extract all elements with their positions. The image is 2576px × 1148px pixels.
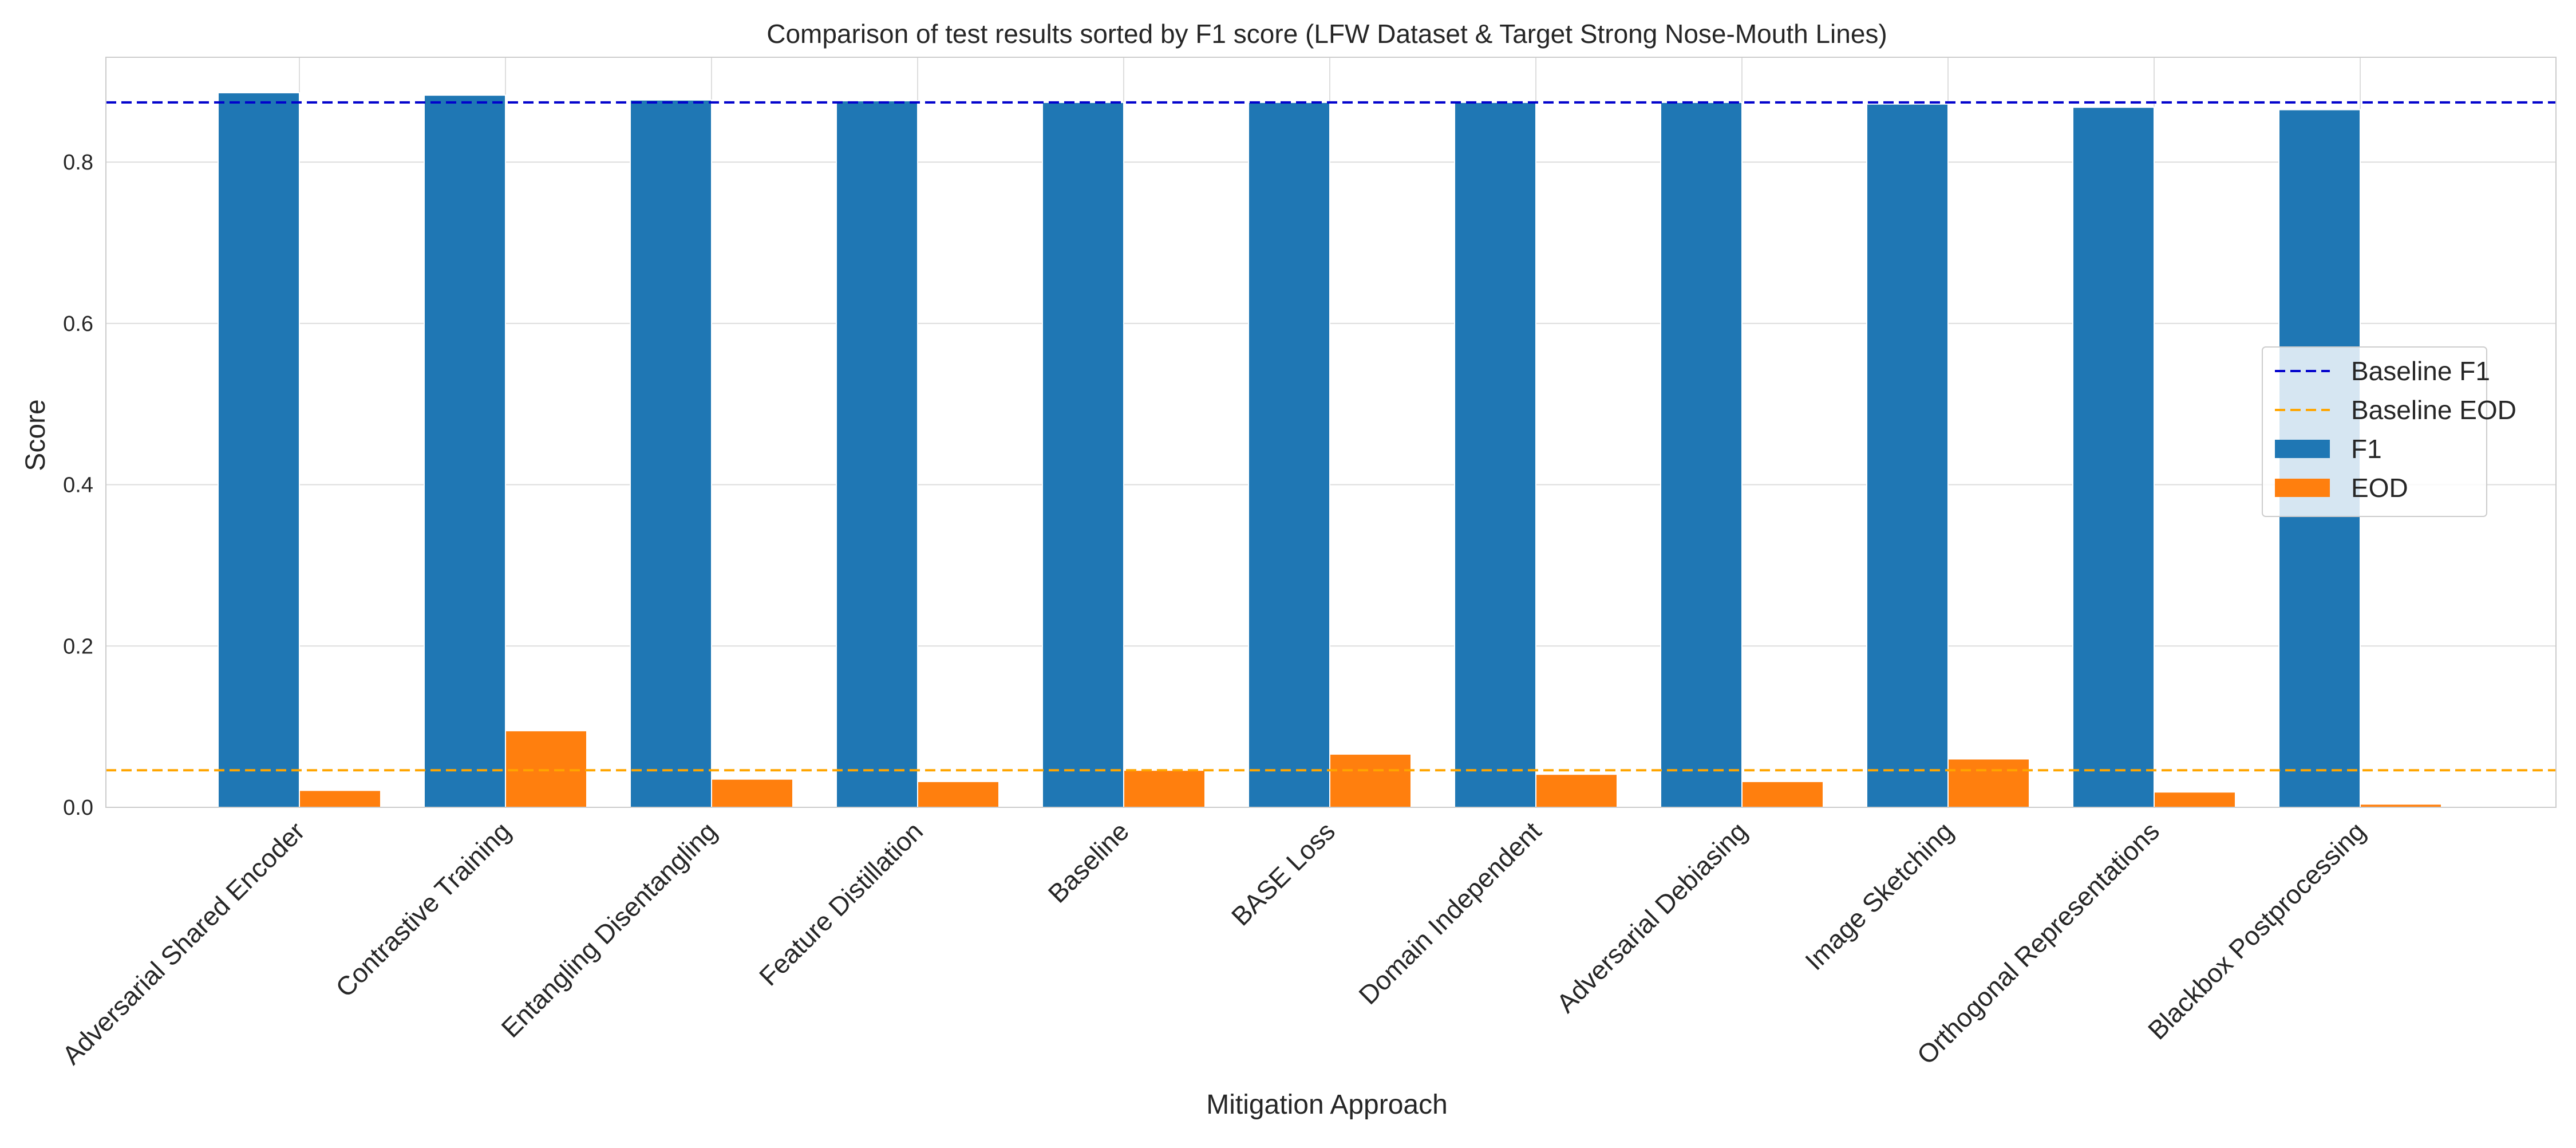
legend-box <box>2262 346 2487 517</box>
chart-title: Comparison of test results sorted by F1 … <box>767 19 1887 49</box>
eod-bar <box>917 780 999 808</box>
x-tick-label: Blackbox Postprocessing <box>2142 816 2371 1045</box>
legend-label: Baseline F1 <box>2351 356 2490 386</box>
eod-bar <box>1947 758 2030 808</box>
y-tick-label: 0.2 <box>63 634 93 658</box>
x-tick-label: Orthogonal Representations <box>1911 816 2165 1070</box>
f1-bar <box>1042 101 1124 808</box>
plot-frame <box>105 57 2557 808</box>
x-tick-label: Feature Distillation <box>753 816 929 991</box>
eod-bar <box>505 730 587 808</box>
legend-label: EOD <box>2351 473 2408 503</box>
f1-bar <box>1454 101 1536 808</box>
x-tick-label: Entangling Disentangling <box>495 816 722 1043</box>
f1-bar <box>218 92 300 808</box>
eod-bar <box>2154 791 2236 808</box>
x-tick-label: Adversarial Debiasing <box>1551 816 1753 1018</box>
bars-layer <box>218 92 2442 808</box>
x-tick-label: Contrastive Training <box>330 816 516 1003</box>
f1-bar <box>2072 106 2155 808</box>
legend: Baseline F1 Baseline EOD F1 EOD <box>2262 346 2516 517</box>
y-tick-label: 0.0 <box>63 796 93 820</box>
legend-label: Baseline EOD <box>2351 395 2516 425</box>
f1-bar <box>630 99 712 808</box>
y-tick-label: 0.6 <box>63 312 93 336</box>
f1-bar <box>1248 101 1330 808</box>
f1-bar <box>424 94 506 808</box>
reference-lines-layer <box>106 101 2556 772</box>
legend-swatch <box>2275 440 2330 458</box>
eod-bar <box>1329 754 1412 808</box>
y-tick-label: 0.8 <box>63 151 93 175</box>
legend-label: F1 <box>2351 434 2382 464</box>
x-tick-label: Adversarial Shared Encoder <box>56 816 310 1070</box>
eod-bar <box>711 778 793 808</box>
f1-bar <box>1866 103 1949 808</box>
eod-bar <box>299 790 381 808</box>
x-tick-label: Domain Independent <box>1353 816 1547 1010</box>
x-tick-label: BASE Loss <box>1226 816 1341 931</box>
eod-bar <box>1741 780 1824 808</box>
x-axis-label: Mitigation Approach <box>1206 1090 1448 1120</box>
eod-bar <box>1123 770 1206 808</box>
f1-bar <box>1660 101 1743 808</box>
y-axis-label: Score <box>21 399 51 471</box>
eod-bar <box>1535 774 1618 808</box>
y-tick-label: 0.4 <box>63 474 93 498</box>
x-tick-label: Baseline <box>1042 816 1135 909</box>
x-tick-label: Image Sketching <box>1799 816 1959 976</box>
f1-bar <box>836 100 918 808</box>
legend-swatch <box>2275 479 2330 497</box>
